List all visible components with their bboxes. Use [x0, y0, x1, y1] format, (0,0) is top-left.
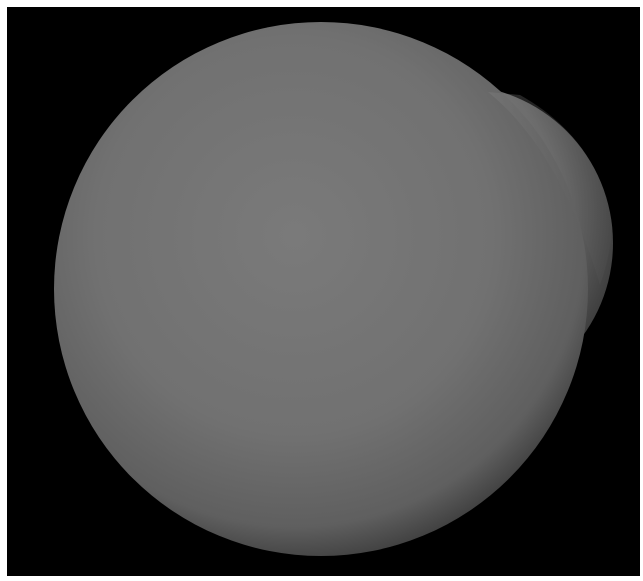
- main-sphere: [54, 22, 588, 556]
- overlap-region: [488, 92, 612, 285]
